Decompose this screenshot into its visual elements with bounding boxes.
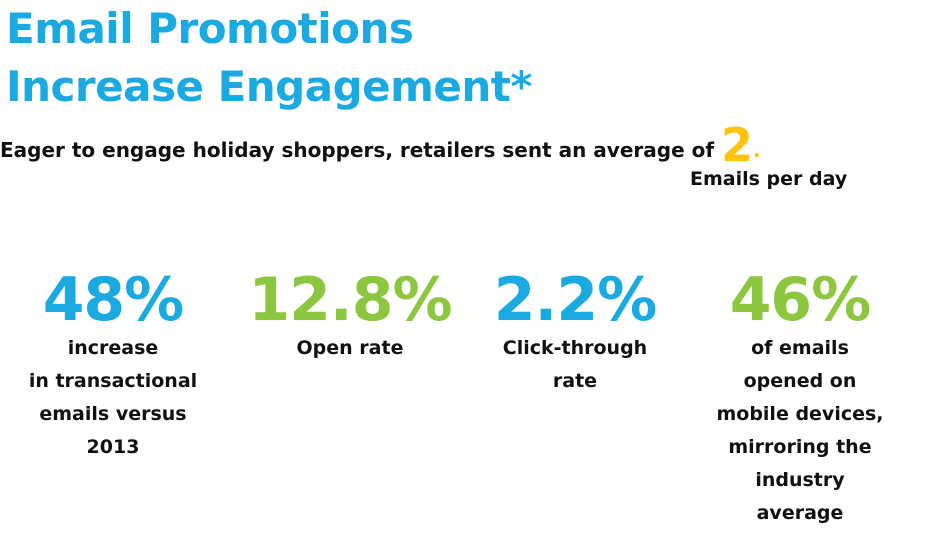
stat-text: in transactional (28, 370, 198, 392)
stat-value: 48% (42, 265, 185, 335)
stat-text: Open rate (296, 337, 404, 359)
stat-text: of emails (751, 337, 849, 359)
highlight-suffix: . (753, 138, 761, 162)
highlight-caption: Emails per day (690, 168, 848, 190)
subtitle-row: Eager to engage holiday shoppers, retail… (0, 118, 761, 172)
stat: 12.8% Open rate (230, 268, 470, 365)
title: Increase Engagement* (6, 62, 532, 111)
subtitle: Eager to engage holiday shoppers, retail… (0, 138, 715, 162)
stat-text: increase (67, 337, 159, 359)
stat-text: industry (755, 469, 845, 491)
stat-text: mobile devices, (716, 403, 884, 425)
stat-text: average (756, 502, 844, 524)
stat-text: opened on (743, 370, 857, 392)
title: Email Promotions (6, 4, 414, 53)
stat-value: 46% (729, 265, 872, 335)
stat-text: 2013 (86, 436, 140, 458)
stat-text: Click-through (502, 337, 648, 359)
stat-text: rate (552, 370, 598, 392)
stat-value: 12.8% (248, 265, 452, 335)
stat-text: mirroring the (728, 436, 872, 458)
stat-text: emails versus (39, 403, 187, 425)
stat: 46% of emails opened on mobile devices, mirr… (680, 268, 920, 530)
highlight: 2 (721, 118, 754, 172)
stat-value: 2.2% (493, 265, 657, 335)
stat: 2.2% Click-through rate (455, 268, 695, 398)
stat: 48% increase in transactional emails versus… (0, 268, 233, 464)
